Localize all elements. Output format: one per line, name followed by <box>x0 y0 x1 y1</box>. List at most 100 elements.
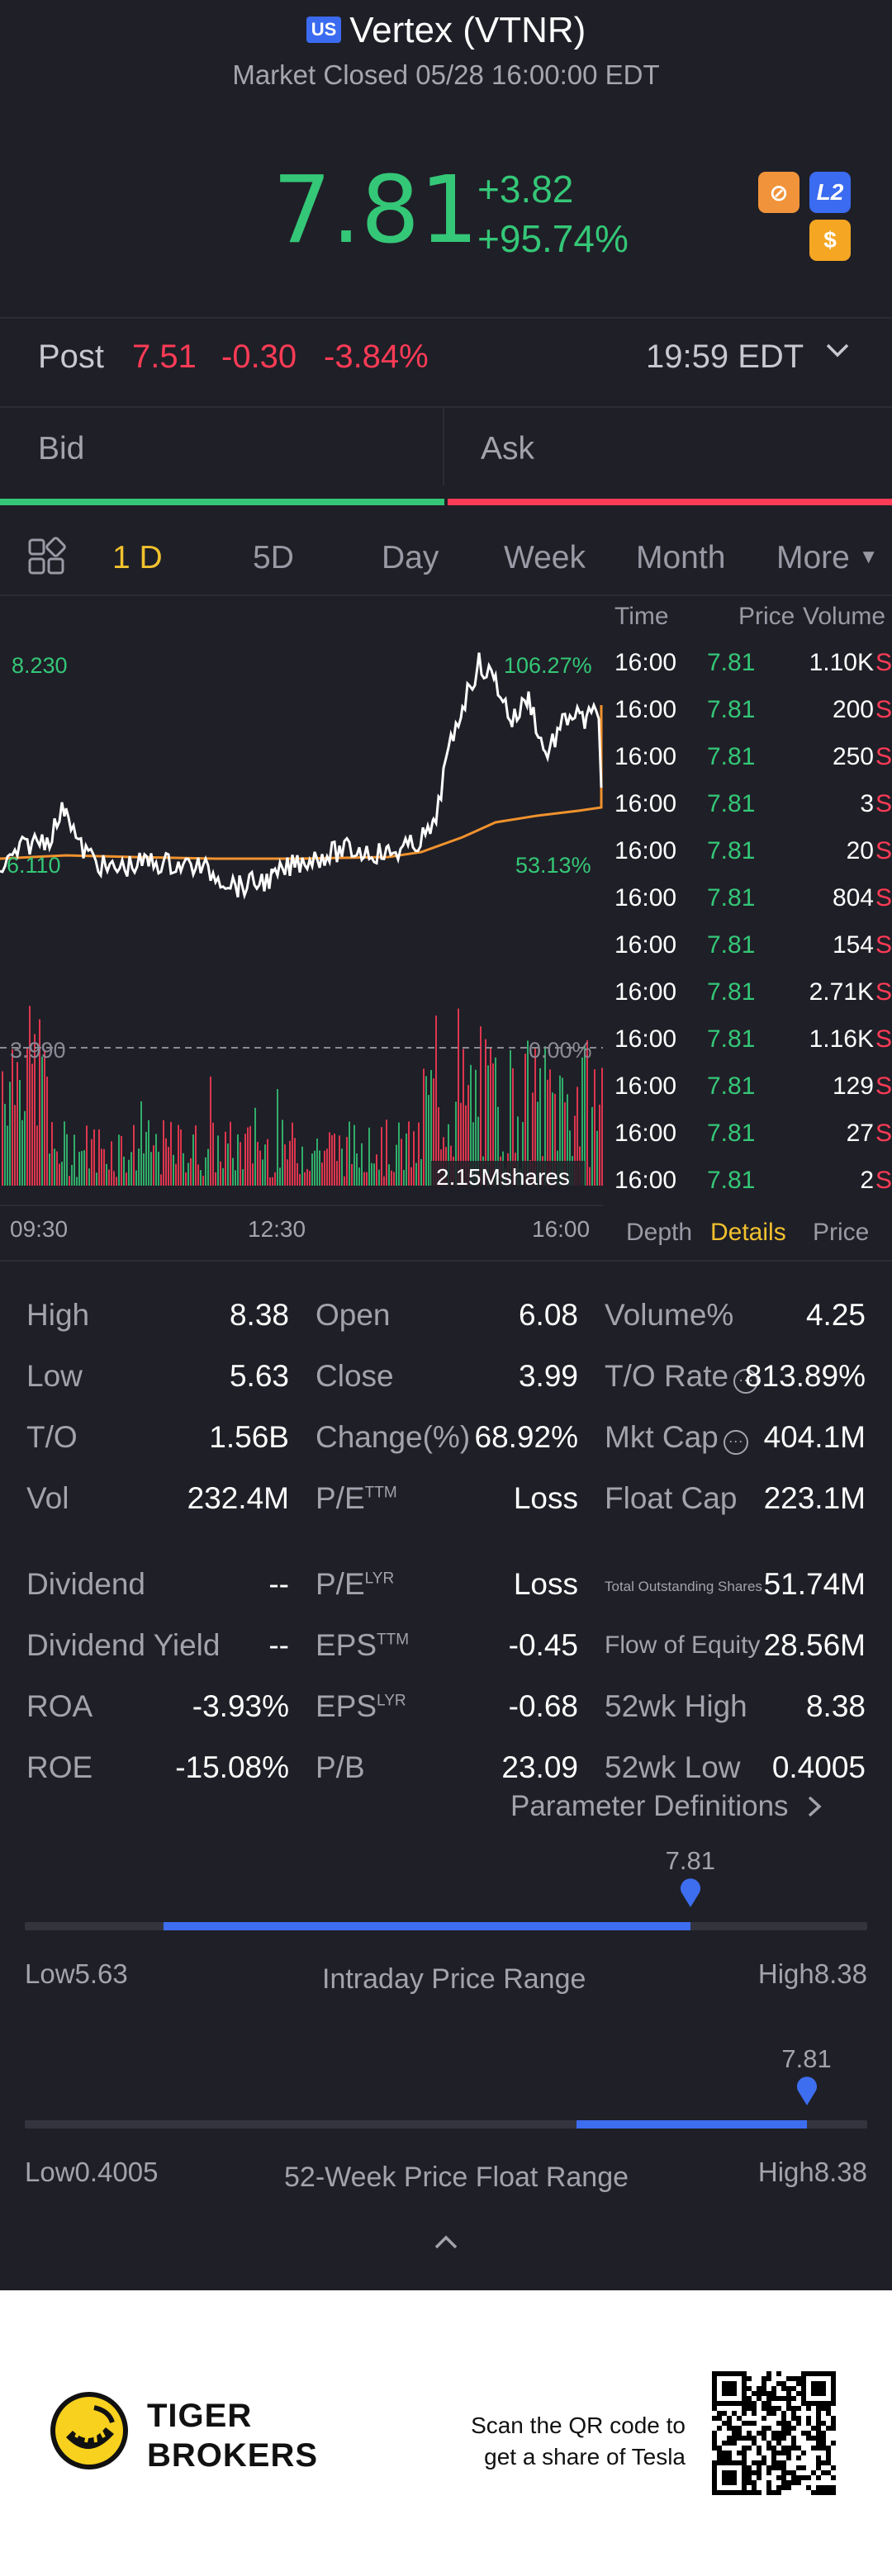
stat-label-sup: TTM <box>364 1484 397 1502</box>
level2-icon[interactable]: L2 <box>809 172 851 213</box>
volume-bar <box>522 1121 524 1186</box>
tab-more[interactable]: More ▼ <box>776 540 878 576</box>
stat-52wk-high: 52wk High 8.38 <box>605 1689 866 1731</box>
range-title: Intraday Price Range <box>322 1963 586 1995</box>
volume-bar <box>567 1094 568 1186</box>
market-status: Market Closed 05/28 16:00:00 EDT <box>232 59 660 90</box>
trade-price: 7.81 <box>707 931 756 959</box>
trade-row: 16:00 7.81 1.16K S <box>611 1025 892 1072</box>
tab-week[interactable]: Week <box>504 540 586 575</box>
volume-bar <box>269 1177 271 1186</box>
volume-bar <box>472 1122 474 1186</box>
volume-bar <box>64 1121 65 1186</box>
volume-bar <box>287 1159 288 1186</box>
volume-bar <box>403 1169 405 1186</box>
time-label-end: 16:00 <box>532 1216 590 1242</box>
trade-volume: 2 <box>860 1167 874 1194</box>
volume-bar <box>232 1158 234 1186</box>
chevron-down-icon[interactable] <box>823 335 852 372</box>
volume-bar <box>430 1069 432 1186</box>
last-price: 7.81 <box>273 157 479 264</box>
volume-bar <box>93 1129 95 1186</box>
volume-bar <box>537 1101 539 1186</box>
stat-float-cap: Float Cap 223.1M <box>605 1481 866 1522</box>
price-change-percent: +95.74% <box>477 217 629 260</box>
parameter-definitions-link[interactable]: Parameter Definitions <box>510 1790 826 1823</box>
trade-time: 16:00 <box>614 1167 677 1194</box>
stat-value: 223.1M <box>763 1481 866 1515</box>
volume-bar <box>428 1095 429 1186</box>
volume-bar <box>358 1167 360 1186</box>
volume-bar <box>386 1120 387 1186</box>
trade-side: S <box>875 1120 892 1147</box>
volume-bar <box>463 1049 464 1186</box>
chart-mid-percent: 53.13% <box>515 853 591 878</box>
volume-bar <box>242 1169 244 1186</box>
trade-row: 16:00 7.81 2 S <box>611 1167 892 1213</box>
volume-bar <box>581 1057 583 1186</box>
trade-side: S <box>875 649 892 676</box>
volume-bar <box>267 1139 268 1186</box>
info-icon[interactable]: ··· <box>733 1369 759 1394</box>
volume-bar <box>190 1158 192 1186</box>
tab-details[interactable]: Details <box>710 1219 786 1246</box>
stat-mkt-cap: Mkt Cap ··· 404.1M <box>605 1420 866 1461</box>
volume-bar <box>183 1153 184 1186</box>
volume-bar <box>591 1106 593 1186</box>
trade-price: 7.81 <box>707 743 756 770</box>
intraday-chart[interactable]: 8.230 106.27% 6.110 53.13% 3.990 0.00% 2… <box>0 598 611 1258</box>
location-pin-icon <box>680 1878 700 1907</box>
volume-bar <box>495 1057 496 1186</box>
volume-bar <box>552 1092 553 1186</box>
volume-bar <box>247 1127 249 1186</box>
post-change: -0.30 <box>221 339 297 375</box>
volume-bar <box>103 1148 105 1186</box>
post-label: Post <box>38 339 105 375</box>
location-pin-icon <box>796 2076 817 2105</box>
collapse-chevron-up-icon[interactable] <box>431 2229 461 2256</box>
stat-value: -- <box>268 1628 289 1662</box>
stat-value: 1.56B <box>209 1420 289 1454</box>
dollar-icon[interactable]: $ <box>809 220 851 261</box>
volume-bar <box>49 1153 50 1186</box>
volume-bar <box>418 1122 420 1186</box>
trade-time: 16:00 <box>614 978 677 1006</box>
trade-side: S <box>875 743 892 770</box>
volume-bar <box>128 1159 130 1186</box>
tab-day[interactable]: Day <box>382 540 439 575</box>
trade-volume: 20 <box>846 837 874 864</box>
stat-value: 3.99 <box>518 1359 578 1393</box>
tab-5d[interactable]: 5D <box>253 540 294 575</box>
volume-bar <box>217 1135 219 1186</box>
stat-p-e-ttm: P/ETTM Loss <box>316 1481 578 1522</box>
post-change-percent: -3.84% <box>324 339 429 375</box>
stat-value: -0.45 <box>508 1628 578 1662</box>
post-market-row[interactable]: Post 7.51 -0.30 -3.84% 19:59 EDT <box>0 330 892 388</box>
volume-bar <box>601 1068 603 1186</box>
grid-icon[interactable] <box>26 537 66 585</box>
tab-depth[interactable]: Depth <box>626 1219 693 1246</box>
stat-p-e-lyr: P/ELYR Loss <box>316 1567 578 1608</box>
volume-bar <box>378 1169 380 1186</box>
info-icon[interactable]: ··· <box>723 1430 748 1455</box>
volume-bar <box>388 1164 390 1186</box>
tab-month[interactable]: Month <box>636 540 726 575</box>
bid-volume-bar <box>0 499 444 505</box>
volume-bar <box>391 1170 392 1186</box>
volume-bar <box>9 1082 11 1186</box>
tab-price[interactable]: Price <box>813 1219 870 1246</box>
volume-bar <box>252 1163 254 1186</box>
trade-row: 16:00 7.81 804 S <box>611 884 892 930</box>
trade-row: 16:00 7.81 3 S <box>611 790 892 836</box>
volume-bar <box>460 1102 462 1186</box>
volume-bar <box>334 1134 335 1186</box>
trade-row: 16:00 7.81 129 S <box>611 1073 892 1119</box>
no-fee-icon[interactable]: ⊘ <box>758 172 799 213</box>
trade-row: 16:00 7.81 20 S <box>611 837 892 883</box>
trade-side: S <box>875 837 892 864</box>
stat-value: -- <box>268 1567 289 1601</box>
tab-1d[interactable]: 1 D <box>112 540 163 575</box>
range-track <box>25 2120 867 2129</box>
volume-bar <box>215 1172 216 1186</box>
stat-label: Change(%) <box>316 1420 471 1454</box>
